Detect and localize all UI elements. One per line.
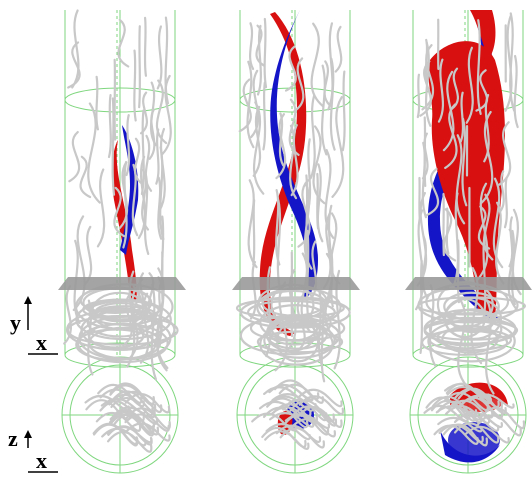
streamline <box>336 27 342 72</box>
streamline <box>312 24 323 106</box>
arrow-head <box>24 296 32 304</box>
streamline <box>85 227 91 284</box>
streamline <box>115 60 116 140</box>
plane <box>232 277 360 290</box>
streamline <box>425 118 426 186</box>
axis-triad-bottom: z x <box>8 426 58 473</box>
streamline <box>88 104 99 203</box>
streamline <box>343 72 345 151</box>
streamline <box>166 18 168 104</box>
streamline <box>251 262 256 318</box>
axis-label: z <box>8 426 18 451</box>
streamline <box>505 178 507 227</box>
streamline <box>134 51 135 121</box>
streamline <box>426 40 428 82</box>
axis-label: y <box>10 310 21 335</box>
plane <box>405 277 532 290</box>
streamline <box>447 209 448 254</box>
streamline <box>98 169 104 246</box>
streamline <box>109 95 111 157</box>
planes <box>58 277 532 290</box>
streamline <box>249 180 257 267</box>
axis-triad-top: y x <box>10 296 58 355</box>
streamline <box>421 261 422 353</box>
streamline <box>515 56 518 127</box>
streamline <box>158 26 162 88</box>
streamline <box>250 23 253 69</box>
streamline <box>142 111 144 195</box>
streamline <box>152 285 156 380</box>
plane <box>58 277 186 290</box>
streamline <box>156 129 158 183</box>
page: y x z x (() => { const data = JSON.parse… <box>0 0 532 480</box>
streamline <box>69 132 79 181</box>
axis-label: x <box>36 448 47 473</box>
figure: y x z x <box>0 0 532 480</box>
streamline <box>146 136 151 191</box>
arrow-head <box>24 430 32 438</box>
streamline <box>139 26 140 107</box>
streamline <box>444 209 455 260</box>
streamline <box>265 19 266 87</box>
streamline <box>311 96 315 179</box>
streamline <box>418 75 419 117</box>
axis-label: x <box>36 330 47 355</box>
streamline <box>263 83 265 150</box>
streamline <box>145 18 146 76</box>
